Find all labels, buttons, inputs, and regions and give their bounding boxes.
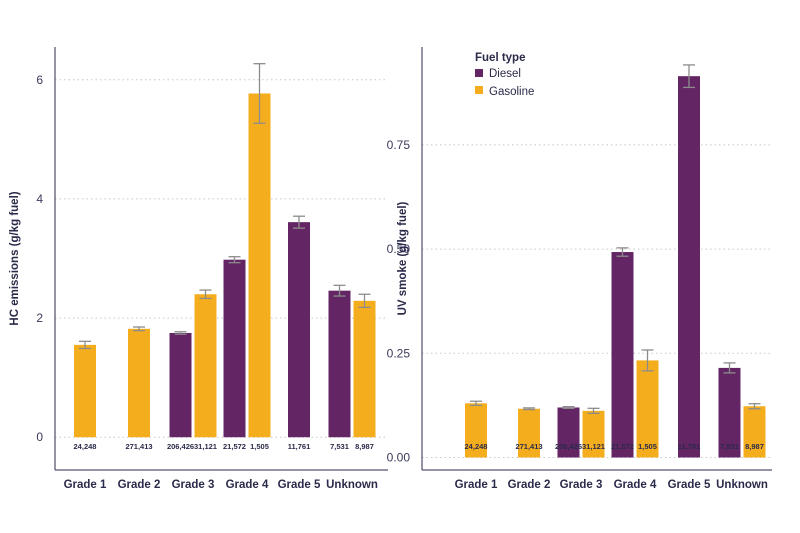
count-label-gasoline-grade-3: 31,121 xyxy=(582,442,605,451)
legend-swatch-diesel xyxy=(475,69,483,77)
error-bar-gasoline-unknown xyxy=(748,403,761,410)
count-label-diesel-unknown: 7,531 xyxy=(720,442,739,451)
y-axis-title: UV smoke (g/kg fuel) xyxy=(397,201,409,315)
legend-swatch-gasoline xyxy=(475,86,483,94)
x-tick-label-grade-4: Grade 4 xyxy=(226,479,269,491)
error-bar-gasoline-grade-4 xyxy=(253,63,266,124)
count-label-diesel-grade-5: 11,761 xyxy=(288,442,311,451)
bar-gasoline-grade-2 xyxy=(518,408,540,458)
y-tick-label: 2 xyxy=(36,311,43,325)
bar-diesel-grade-4 xyxy=(223,259,246,438)
y-tick-label: 0.25 xyxy=(387,346,411,360)
legend-label-gasoline: Gasoline xyxy=(489,86,534,98)
count-label-gasoline-unknown: 8,987 xyxy=(745,442,764,451)
error-bar-gasoline-grade-3 xyxy=(587,407,600,414)
error-bar-diesel-grade-3 xyxy=(174,331,187,335)
hc-emissions-panel: 0 2 4 6 HC emissions (g/kg fuel) Grade 1 24,24… xyxy=(9,47,388,491)
bar-gasoline-grade-3 xyxy=(194,294,217,438)
error-bar-gasoline-grade-2 xyxy=(523,407,535,411)
x-tick-label-grade-1: Grade 1 xyxy=(455,479,498,491)
uv-smoke-panel: 0.00 0.25 0.50 0.75 UV smoke (g/kg fuel) Grad… xyxy=(387,47,772,491)
bar-diesel-unknown xyxy=(718,367,741,458)
error-bar-diesel-grade-5 xyxy=(683,64,695,89)
error-bar-diesel-grade-5 xyxy=(293,215,305,229)
error-bar-diesel-grade-3 xyxy=(562,406,575,409)
legend-label-diesel: Diesel xyxy=(489,68,521,80)
bar-diesel-grade-5 xyxy=(288,222,310,438)
count-label-gasoline-grade-3: 31,121 xyxy=(194,442,217,451)
error-bar-gasoline-grade-3 xyxy=(199,289,212,300)
bar-gasoline-grade-1 xyxy=(465,403,487,458)
y-tick-label: 0.75 xyxy=(387,138,411,152)
error-bar-diesel-grade-4 xyxy=(228,256,241,264)
bar-gasoline-unknown xyxy=(353,300,376,438)
error-bar-gasoline-grade-2 xyxy=(133,326,145,332)
count-label-gasoline-grade-4: 1,505 xyxy=(250,442,269,451)
error-bar-gasoline-unknown xyxy=(358,293,371,309)
bar-gasoline-grade-3 xyxy=(582,410,605,458)
count-label-diesel-grade-3: 206,426 xyxy=(555,442,582,451)
x-tick-label-unknown: Unknown xyxy=(716,479,768,491)
error-bar-gasoline-grade-1 xyxy=(470,400,482,407)
error-bar-gasoline-grade-4 xyxy=(641,349,654,372)
y-tick-label: 0 xyxy=(36,430,43,444)
y-axis-title: HC emissions (g/kg fuel) xyxy=(9,191,21,325)
bar-gasoline-grade-1 xyxy=(74,344,96,438)
bar-gasoline-grade-2 xyxy=(128,328,150,438)
count-label-diesel-unknown: 7,531 xyxy=(330,442,349,451)
y-tick-label: 0.50 xyxy=(387,242,411,256)
count-label-diesel-grade-4: 21,572 xyxy=(611,442,634,451)
bar-gasoline-unknown xyxy=(743,406,766,458)
x-tick-label-grade-5: Grade 5 xyxy=(278,479,321,491)
x-tick-label-grade-3: Grade 3 xyxy=(560,479,603,491)
count-label-gasoline-grade-2: 271,413 xyxy=(125,442,152,451)
x-tick-label-grade-2: Grade 2 xyxy=(118,479,161,491)
count-label-diesel-grade-3: 206,426 xyxy=(167,442,194,451)
bar-diesel-unknown xyxy=(328,290,351,438)
count-label-diesel-grade-5: 11,761 xyxy=(678,442,701,451)
legend-title: Fuel type xyxy=(475,52,525,64)
y-tick-label: 6 xyxy=(36,73,43,87)
count-label-gasoline-grade-1: 24,248 xyxy=(465,442,488,451)
count-label-diesel-grade-4: 21,572 xyxy=(223,442,246,451)
x-tick-label-grade-2: Grade 2 xyxy=(508,479,551,491)
legend: Fuel type Diesel Gasoline xyxy=(475,52,534,98)
count-label-gasoline-grade-1: 24,248 xyxy=(74,442,97,451)
count-label-gasoline-grade-4: 1,505 xyxy=(638,442,657,451)
bar-diesel-grade-3 xyxy=(169,332,192,438)
y-tick-label: 0.00 xyxy=(387,450,411,464)
x-tick-label-unknown: Unknown xyxy=(326,479,378,491)
bar-gasoline-grade-4 xyxy=(248,93,271,438)
count-label-gasoline-unknown: 8,987 xyxy=(355,442,374,451)
x-tick-label-grade-1: Grade 1 xyxy=(64,479,107,491)
error-bar-diesel-unknown xyxy=(723,362,736,374)
count-label-gasoline-grade-2: 271,413 xyxy=(515,442,542,451)
bar-diesel-grade-4 xyxy=(611,252,634,458)
y-tick-label: 4 xyxy=(36,192,43,206)
bar-diesel-grade-5 xyxy=(678,76,700,458)
error-bar-gasoline-grade-1 xyxy=(79,340,91,350)
bar-gasoline-grade-4 xyxy=(636,360,659,458)
x-tick-label-grade-3: Grade 3 xyxy=(172,479,215,491)
bar-diesel-grade-3 xyxy=(557,407,580,458)
error-bar-diesel-unknown xyxy=(333,284,346,297)
error-bar-diesel-grade-4 xyxy=(616,247,629,257)
x-tick-label-grade-5: Grade 5 xyxy=(668,479,711,491)
x-tick-label-grade-4: Grade 4 xyxy=(614,479,657,491)
